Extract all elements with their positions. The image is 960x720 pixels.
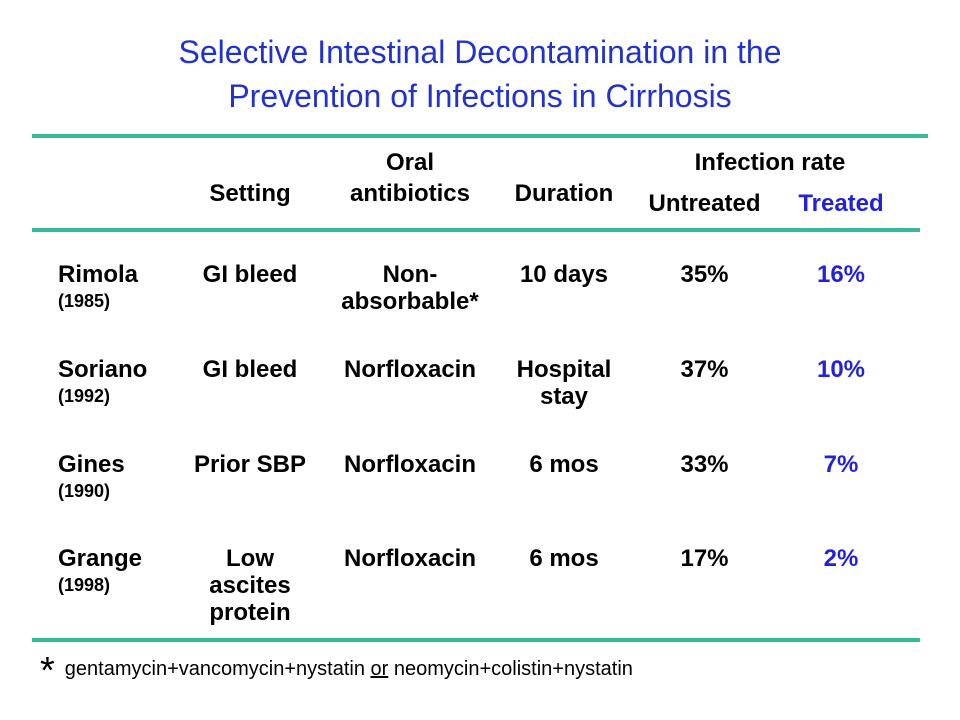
- setting-cell: GI bleed: [180, 261, 320, 288]
- top-rule: [32, 134, 928, 138]
- duration-cell: 6 mos: [500, 451, 628, 478]
- antibiotic-line1: Norfloxacin: [343, 356, 477, 383]
- untreated-rate: 33%: [680, 451, 729, 478]
- setting-line3: protein: [209, 599, 291, 626]
- study-label: Soriano: [58, 356, 148, 383]
- study-label: Gines: [58, 451, 125, 478]
- footnote-regimen-1: gentamycin+vancomycin+nystatin: [64, 658, 365, 680]
- setting-cell: Prior SBP: [180, 451, 320, 478]
- footnote-regimen-2: neomycin+colistin+nystatin: [393, 658, 633, 680]
- slide-title: Selective Intestinal Decontamination in …: [0, 30, 960, 118]
- setting-line1: Low: [226, 545, 274, 572]
- treated-rate: 10%: [816, 356, 866, 383]
- antibiotic-line2: absorbable*: [341, 288, 479, 315]
- study-year: (1992): [58, 386, 111, 406]
- antibiotic-cell: Norfloxacin: [325, 545, 495, 572]
- duration-line1: Hospital: [516, 356, 612, 383]
- setting-cell: Low ascites protein: [180, 545, 320, 626]
- duration-line1: 10 days: [519, 261, 609, 288]
- untreated-rate: 17%: [680, 545, 729, 572]
- title-line-2: Prevention of Infections in Cirrhosis: [228, 78, 732, 114]
- header-treated: Treated: [798, 190, 884, 217]
- antibiotic-cell: Norfloxacin: [325, 356, 495, 383]
- header-duration: Duration: [514, 180, 614, 207]
- antibiotic-cell: Non- absorbable*: [325, 261, 495, 315]
- setting-line1: GI bleed: [202, 261, 298, 288]
- setting-line1: Prior SBP: [193, 451, 307, 478]
- antibiotic-cell: Norfloxacin: [325, 451, 495, 478]
- setting-cell: GI bleed: [180, 356, 320, 383]
- study-name: Gines (1990): [58, 451, 125, 502]
- study-name: Soriano (1992): [58, 356, 147, 407]
- footnote: * gentamycin+vancomycin+nystatin or neomy…: [40, 650, 633, 693]
- setting-line2: ascites: [209, 572, 291, 599]
- header-oral-line2: antibiotics: [349, 180, 470, 207]
- duration-line1: 6 mos: [529, 545, 599, 572]
- untreated-rate: 37%: [680, 356, 729, 383]
- treated-rate: 2%: [823, 545, 859, 572]
- header-infection-rate: Infection rate: [694, 149, 846, 176]
- header-setting: Setting: [209, 180, 291, 207]
- duration-line2: stay: [539, 383, 589, 410]
- treated-rate: 16%: [816, 261, 866, 288]
- setting-line1: GI bleed: [202, 356, 298, 383]
- footnote-or: or: [370, 658, 389, 680]
- title-line-1: Selective Intestinal Decontamination in …: [178, 34, 782, 70]
- study-label: Grange: [58, 545, 143, 572]
- study-name: Grange (1998): [58, 545, 142, 596]
- antibiotic-line1: Non-: [382, 261, 438, 288]
- untreated-rate: 35%: [680, 261, 729, 288]
- study-year: (1990): [58, 481, 111, 501]
- duration-cell: 10 days: [500, 261, 628, 288]
- header-oral-line1: Oral: [385, 149, 435, 176]
- duration-line1: 6 mos: [529, 451, 599, 478]
- duration-cell: 6 mos: [500, 545, 628, 572]
- study-year: (1985): [58, 291, 111, 311]
- header-untreated: Untreated: [648, 190, 761, 217]
- footnote-asterisk: *: [40, 650, 55, 692]
- study-name: Rimola (1985): [58, 261, 138, 312]
- header-rule: [32, 228, 920, 232]
- bottom-rule: [32, 638, 920, 642]
- duration-cell: Hospital stay: [500, 356, 628, 410]
- treated-rate: 7%: [823, 451, 859, 478]
- antibiotic-line1: Norfloxacin: [343, 451, 477, 478]
- header-oral-antibiotics: Oral antibiotics: [325, 149, 495, 207]
- antibiotic-line1: Norfloxacin: [343, 545, 477, 572]
- study-year: (1998): [58, 575, 111, 595]
- study-label: Rimola: [58, 261, 139, 288]
